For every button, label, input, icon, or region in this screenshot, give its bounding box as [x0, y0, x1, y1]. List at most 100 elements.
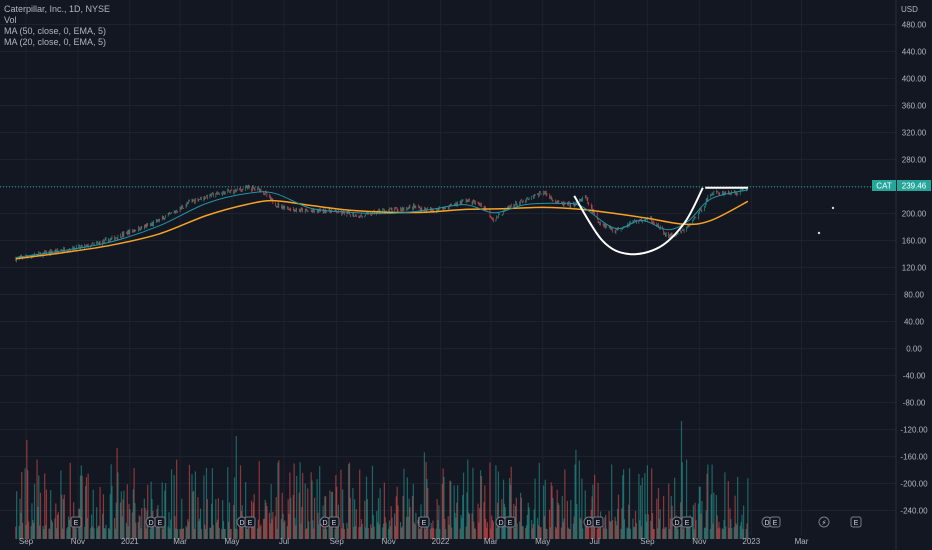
volume-bar [150, 481, 152, 539]
volume-bar [674, 477, 676, 539]
volume-bar [319, 522, 322, 539]
volume-bar [674, 524, 677, 539]
volume-bar [627, 528, 629, 539]
volume-bar [262, 519, 265, 539]
y-tick-label: 40.00 [904, 318, 925, 327]
volume-bar [525, 527, 527, 539]
x-tick-label: Mar [173, 537, 187, 546]
earnings-icon[interactable] [70, 516, 82, 528]
dividend-icon-glyph: D [674, 520, 679, 527]
volume-bar [490, 528, 492, 539]
earnings-icon[interactable] [850, 516, 862, 528]
volume-bar [170, 519, 172, 539]
earnings-icon[interactable] [504, 516, 516, 528]
volume-bar [311, 480, 313, 539]
volume-bar [182, 528, 185, 539]
volume-bar [745, 529, 747, 539]
volume-bar [382, 527, 384, 539]
volume-bar [449, 480, 451, 539]
volume-bar [274, 516, 277, 539]
volume-bar [629, 528, 631, 539]
volume-bar [376, 511, 378, 539]
x-tick-label: May [535, 537, 550, 546]
volume-bar [134, 503, 136, 539]
volume-bar [740, 522, 742, 539]
volume-bar [68, 519, 71, 539]
earnings-icon[interactable] [418, 516, 430, 528]
volume-bar [224, 528, 226, 539]
earnings-icon[interactable] [328, 516, 340, 528]
volume-bar [44, 473, 46, 539]
volume-bar [617, 494, 620, 539]
volume-bar [729, 508, 731, 539]
volume-bar [715, 495, 717, 539]
volume-bar [138, 515, 140, 539]
volume-bar [167, 526, 169, 539]
volume-bar [509, 484, 511, 539]
legend-vol[interactable]: Vol [4, 15, 17, 25]
volume-bar [699, 486, 701, 539]
chart-legend: Caterpillar, Inc., 1D, NYSE Vol MA (50, … [4, 4, 110, 48]
price-tag-text: 239.46 [902, 182, 927, 191]
dividend-icon-glyph: D [586, 520, 591, 527]
volume-bar [15, 526, 17, 539]
volume-bar [304, 483, 306, 539]
volume-bar [587, 521, 589, 539]
volume-bar [598, 527, 600, 539]
x-tick-label: Mar [795, 537, 809, 546]
earnings-icon[interactable] [244, 516, 256, 528]
volume-bar [204, 524, 206, 539]
legend-ma50[interactable]: MA (50, close, 0, EMA, 5) [4, 26, 107, 36]
earnings-icon[interactable] [681, 516, 693, 528]
volume-bar [405, 517, 408, 539]
volume-bar [270, 484, 272, 539]
volume-bar [397, 505, 399, 539]
volume-bar [235, 436, 237, 539]
volume-bar [426, 479, 428, 539]
flash-icon[interactable] [818, 516, 830, 528]
volume-bar [645, 514, 647, 539]
marker-dot [831, 206, 835, 210]
volume-bar [54, 518, 56, 539]
legend-ma20[interactable]: MA (20, close, 0, EMA, 5) [4, 37, 107, 47]
volume-bar [360, 519, 362, 539]
volume-bar [57, 512, 59, 539]
volume-bar [737, 476, 739, 539]
volume-bar [451, 527, 453, 539]
volume-bar [552, 498, 554, 539]
earnings-icon[interactable] [592, 516, 604, 528]
volume-bar [389, 526, 391, 539]
volume-bar [27, 470, 29, 539]
volume-bar [198, 521, 200, 539]
earnings-icon[interactable] [154, 516, 166, 528]
cup-drawing[interactable] [573, 187, 704, 256]
volume-bar [479, 508, 481, 539]
volume-bar [495, 465, 497, 539]
volume-bar [723, 519, 725, 539]
volume-bar [43, 528, 45, 539]
volume-bar [657, 528, 659, 539]
volume-bar [448, 524, 450, 539]
volume-bar [724, 472, 726, 539]
dividend-icon-glyph: D [322, 520, 327, 527]
volume-bar [163, 525, 165, 539]
volume-bar [317, 512, 319, 539]
earnings-icon[interactable] [769, 516, 781, 528]
legend-title[interactable]: Caterpillar, Inc., 1D, NYSE [4, 4, 111, 14]
volume-bar [371, 528, 373, 539]
volume-bar [388, 528, 390, 539]
volume-bar [19, 498, 21, 539]
volume-bar [234, 528, 237, 539]
volume-bar [169, 528, 171, 539]
volume-bar [436, 498, 438, 539]
volume-bar [307, 488, 309, 539]
volume-bar [453, 485, 455, 539]
volume-bar [164, 490, 166, 539]
volume-bar [713, 492, 715, 539]
volume-bar [211, 468, 214, 539]
x-tick-label: Nov [692, 537, 706, 546]
volume-bar [722, 528, 724, 539]
volume-bar [468, 512, 470, 539]
time-axis[interactable]: Sep Nov 2021 Mar May Jul Sep Nov 2022 Mar May Jul Se… [19, 537, 809, 546]
